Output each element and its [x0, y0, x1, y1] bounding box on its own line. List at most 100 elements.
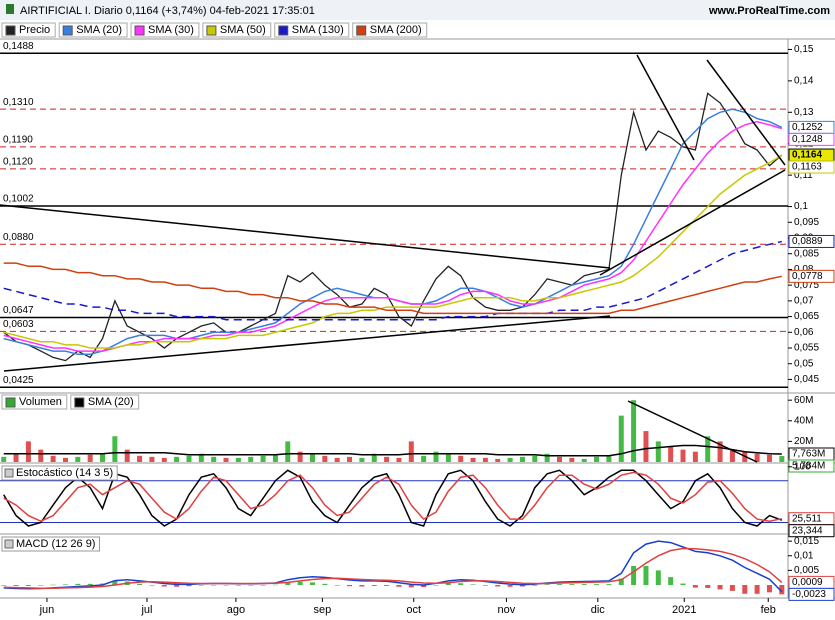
bar	[569, 584, 575, 586]
legend-swatch	[62, 25, 73, 36]
bar	[25, 585, 31, 586]
y-tick-label: 0,05	[794, 358, 814, 369]
level-label: 0,0425	[3, 375, 34, 386]
bar	[174, 585, 180, 587]
bar	[655, 441, 661, 462]
legend-label: SMA (130)	[292, 24, 344, 36]
bar	[186, 585, 192, 587]
bar	[742, 585, 748, 594]
bar	[223, 457, 229, 462]
bar	[235, 457, 241, 462]
bar	[445, 453, 451, 462]
bar	[174, 456, 180, 462]
bar	[75, 456, 81, 462]
bar	[297, 451, 303, 462]
legend-box	[1, 394, 68, 410]
value-badge-label: -0,0023	[792, 589, 826, 600]
legend-swatch	[5, 25, 16, 36]
bar	[606, 455, 612, 462]
bar	[779, 456, 785, 462]
value-badge	[788, 459, 835, 473]
bar	[309, 582, 315, 586]
bar	[519, 585, 525, 587]
series-line	[3, 469, 783, 527]
bar	[631, 566, 637, 586]
level-label: 0,1488	[3, 41, 34, 52]
x-tick-label: jul	[140, 604, 152, 616]
level-label: 0,1310	[3, 97, 34, 108]
bar	[186, 455, 192, 462]
y-tick-label: 0,075	[794, 280, 819, 291]
bar	[532, 455, 538, 462]
bar	[309, 453, 315, 462]
value-badge-label: 0,1164	[792, 150, 822, 161]
y-tick-label: 0,085	[794, 248, 819, 259]
bar	[544, 453, 550, 462]
value-badge	[788, 160, 835, 174]
y-tick-label: 20M	[794, 436, 813, 447]
bar	[544, 584, 550, 586]
bar	[223, 585, 229, 586]
x-tick-label: dic	[591, 604, 606, 616]
bar	[285, 441, 291, 462]
bar	[334, 457, 340, 462]
level-label: 0,0603	[3, 319, 34, 330]
value-badge	[788, 234, 835, 248]
panel	[0, 469, 788, 527]
bar	[581, 584, 587, 586]
bar	[87, 454, 93, 462]
value-badge	[788, 587, 835, 601]
bar	[38, 585, 44, 586]
value-badge-label: 5,784M	[792, 461, 825, 472]
bar	[260, 455, 266, 462]
bar	[717, 441, 723, 462]
y-tick-label: 40M	[794, 415, 813, 426]
value-badge-label: 0,1163	[792, 162, 822, 173]
bar	[754, 453, 760, 462]
bar	[359, 457, 365, 462]
bar	[655, 570, 661, 586]
x-tick-label: feb	[761, 604, 776, 616]
value-badge	[788, 132, 835, 146]
bar	[470, 457, 476, 462]
bar	[729, 585, 735, 591]
bar	[198, 585, 204, 586]
bar	[705, 436, 711, 462]
x-tick-label: 2021	[672, 604, 696, 616]
legend-label: SMA (20)	[88, 396, 134, 408]
bar	[75, 583, 81, 586]
bar	[594, 584, 600, 586]
panel-icon	[4, 539, 14, 549]
bar	[13, 585, 19, 586]
bar	[322, 583, 328, 586]
bar	[705, 585, 711, 588]
bar	[495, 585, 501, 587]
y-tick-label: 0,005	[794, 565, 819, 576]
bar	[396, 585, 402, 587]
bar	[668, 446, 674, 462]
legend-box	[58, 22, 128, 38]
bar	[100, 453, 106, 462]
bar	[137, 583, 143, 586]
trendline	[627, 400, 758, 463]
x-tick-label: ago	[227, 604, 245, 616]
bar	[692, 585, 698, 588]
bar	[643, 566, 649, 586]
bar	[680, 583, 686, 586]
bar	[248, 456, 254, 462]
bar	[631, 400, 637, 462]
bar	[272, 584, 278, 586]
value-badge-label: 0,0889	[792, 236, 823, 247]
legend-swatch	[74, 397, 85, 408]
series-line	[3, 240, 782, 321]
x-tick-label: sep	[313, 604, 331, 616]
legend-label: SMA (200)	[370, 24, 422, 36]
bar	[532, 585, 538, 586]
bar	[149, 456, 155, 462]
bar	[347, 456, 353, 462]
x-tick-label: jun	[39, 604, 55, 616]
bar	[433, 585, 439, 586]
legend-box	[70, 394, 140, 410]
bar	[124, 449, 130, 462]
y-tick-label: 0,045	[794, 374, 819, 385]
